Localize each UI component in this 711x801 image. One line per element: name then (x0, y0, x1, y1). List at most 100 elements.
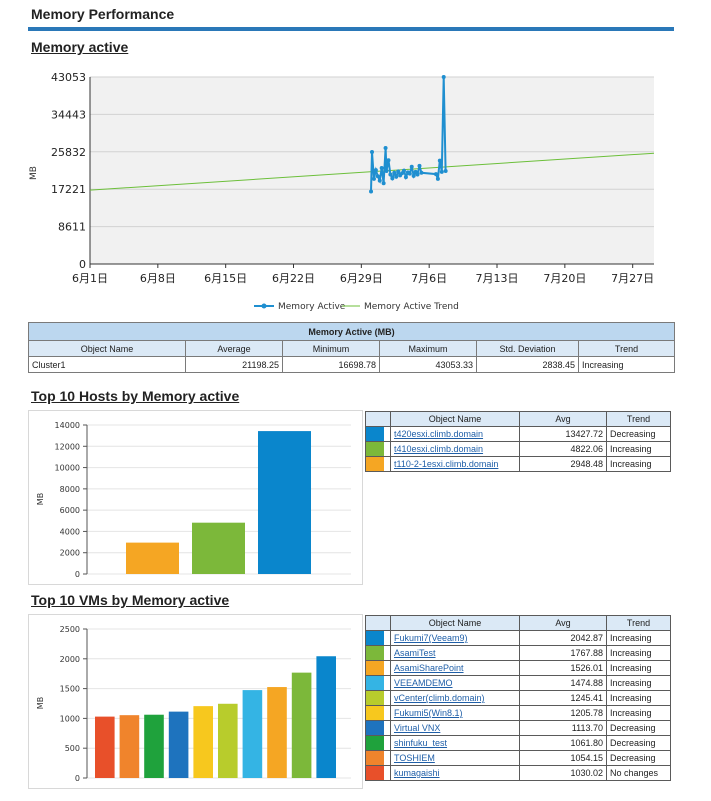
trend-cell: Decreasing (606, 735, 671, 751)
color-swatch (366, 721, 384, 735)
data-point (388, 172, 393, 177)
data-point (373, 168, 378, 173)
x-tick-label: 7月27日 (611, 272, 654, 285)
section-title-memory-active: Memory active (31, 39, 129, 55)
y-tick-label: 0 (79, 258, 86, 271)
trend-cell: Increasing (606, 690, 671, 706)
object-name-cell: kumagaishi (390, 765, 520, 781)
object-name-link[interactable]: Fukumi7(Veeam9) (394, 633, 468, 643)
bar (291, 672, 312, 778)
data-point (407, 171, 412, 176)
object-name-cell: AsamiSharePoint (390, 660, 520, 676)
top-vms-table: Object Name Avg Trend Fukumi7(Veeam9) 204… (365, 615, 671, 781)
object-name-link[interactable]: Fukumi5(Win8.1) (394, 708, 463, 718)
object-name-cell: Virtual VNX (390, 720, 520, 736)
avg-cell: 4822.06 (519, 441, 607, 457)
data-point (439, 169, 444, 174)
table-row: shinfuku_test 1061.80 Decreasing (365, 735, 671, 751)
bar (316, 656, 336, 778)
data-point (370, 149, 374, 154)
object-name-link[interactable]: t420esxi.climb.domain (394, 429, 484, 439)
color-swatch (366, 427, 384, 441)
color-swatch (366, 676, 384, 690)
object-name-link[interactable]: vCenter(climb.domain) (394, 693, 485, 703)
avg-cell: 2042.87 (519, 630, 607, 646)
trend-cell: Increasing (606, 645, 671, 661)
hosts-chart-panel: 0 2000 4000 6000 8000 10000 12000 14000 MB (28, 410, 363, 585)
table-row: AsamiSharePoint 1526.01 Increasing (365, 660, 671, 676)
legend-swatch-cell (365, 690, 391, 706)
y-tick-label: 25832 (51, 146, 86, 159)
stats-header-std-deviation: Std. Deviation (476, 340, 579, 357)
stats-header-object-name: Object Name (28, 340, 186, 357)
bar (95, 716, 115, 778)
vms-header-object-name: Object Name (390, 615, 520, 631)
table-row: AsamiTest 1767.88 Increasing (365, 645, 671, 661)
object-name-link[interactable]: t110-2-1esxi.climb.domain (394, 459, 499, 469)
data-point (419, 170, 424, 175)
x-tick-label: 7月6日 (411, 272, 447, 285)
object-name-link[interactable]: VEEAMDEMO (394, 678, 453, 688)
legend-swatch-cell (365, 426, 391, 442)
vms-chart-panel: 0 500 1000 1500 2000 2500 MB (28, 614, 363, 789)
avg-cell: 1030.02 (519, 765, 607, 781)
legend-label-memory-active: Memory Active (278, 302, 346, 312)
hosts-header-object-name: Object Name (390, 411, 520, 427)
bar (267, 687, 287, 778)
bar (218, 703, 238, 778)
object-name-link[interactable]: t410esxi.climb.domain (394, 444, 484, 454)
object-name-link[interactable]: AsamiTest (394, 648, 436, 658)
data-point (401, 168, 406, 173)
y-tick-label: 2500 (60, 625, 80, 634)
object-name-cell: TOSHIEM (390, 750, 520, 766)
object-name-cell: VEEAMDEMO (390, 675, 520, 691)
page-title: Memory Performance (31, 6, 175, 22)
object-name-cell: vCenter(climb.domain) (390, 690, 520, 706)
trend-cell: Decreasing (606, 426, 671, 442)
x-tick-label: 7月20日 (543, 272, 586, 285)
x-tick-label: 6月22日 (272, 272, 315, 285)
memory-active-stats-table: Memory Active (MB) Object Name Average M… (28, 322, 675, 373)
data-point (415, 172, 420, 177)
color-swatch (366, 751, 384, 765)
color-swatch (366, 661, 384, 675)
y-tick-label: 14000 (55, 421, 80, 430)
object-name-link[interactable]: TOSHIEM (394, 753, 435, 763)
hosts-header-avg: Avg (519, 411, 607, 427)
avg-cell: 1245.41 (519, 690, 607, 706)
trend-cell: Increasing (606, 456, 671, 472)
object-name-link[interactable]: AsamiSharePoint (394, 663, 464, 673)
top-hosts-table: Object Name Avg Trend t420esxi.climb.dom… (365, 411, 671, 472)
x-tick-label: 6月1日 (72, 272, 108, 285)
y-axis-label: MB (36, 697, 45, 709)
data-point (379, 166, 384, 171)
stats-header-row: Object Name Average Minimum Maximum Std.… (28, 340, 675, 357)
data-point (371, 176, 376, 181)
object-name-link[interactable]: Virtual VNX (394, 723, 441, 733)
object-name-cell: Fukumi5(Win8.1) (390, 705, 520, 721)
data-point (437, 158, 442, 163)
table-row: kumagaishi 1030.02 No changes (365, 765, 671, 781)
legend-swatch-cell (365, 720, 391, 736)
stats-header-trend: Trend (578, 340, 675, 357)
stats-header-average: Average (185, 340, 283, 357)
data-point (375, 174, 380, 179)
color-swatch (366, 766, 384, 780)
y-tick-label: 500 (65, 744, 80, 753)
table-row: Virtual VNX 1113.70 Decreasing (365, 720, 671, 736)
table-row: vCenter(climb.domain) 1245.41 Increasing (365, 690, 671, 706)
bar (144, 714, 164, 778)
data-point (417, 163, 422, 168)
bar (258, 431, 311, 574)
object-name-link[interactable]: kumagaishi (394, 768, 440, 778)
stats-cell-maximum: 43053.33 (379, 356, 477, 373)
legend-swatch-cell (365, 705, 391, 721)
vms-header-avg: Avg (519, 615, 607, 631)
legend-swatch-cell (365, 675, 391, 691)
trend-cell: Increasing (606, 630, 671, 646)
data-point (396, 169, 401, 174)
legend-swatch-cell (365, 750, 391, 766)
avg-cell: 13427.72 (519, 426, 607, 442)
bar (193, 706, 213, 778)
object-name-link[interactable]: shinfuku_test (394, 738, 448, 748)
